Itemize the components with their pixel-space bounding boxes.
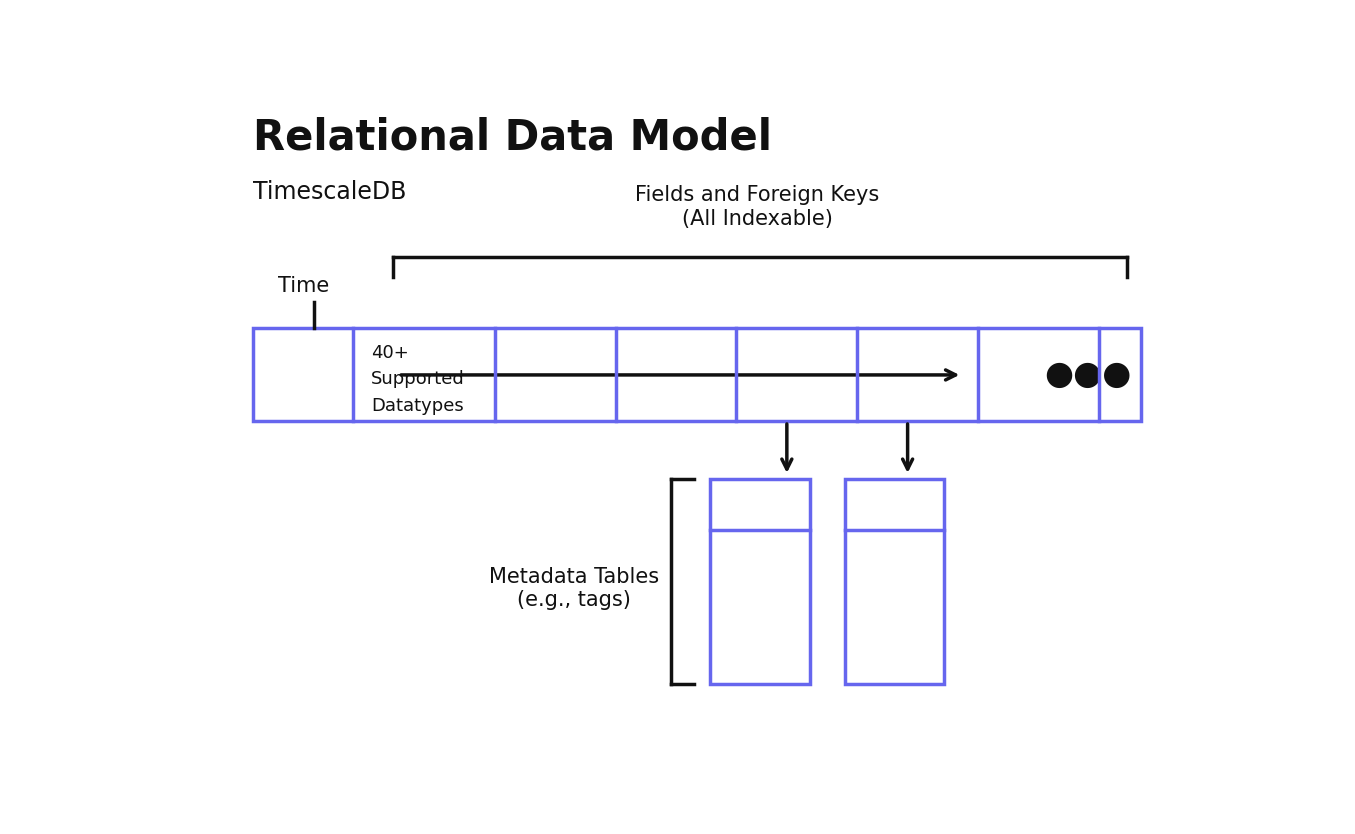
Bar [710,479,810,685]
Text: Relational Data Model: Relational Data Model [253,116,772,158]
Bar [253,328,1141,421]
Text: 40+
Supported
Datatypes: 40+ Supported Datatypes [371,344,465,414]
Text: ●●●: ●●● [1045,359,1131,391]
Text: Time: Time [278,276,329,296]
Text: Metadata Tables
(e.g., tags): Metadata Tables (e.g., tags) [489,566,659,610]
Text: TimescaleDB: TimescaleDB [253,180,406,204]
Bar [844,479,944,685]
Text: Fields and Foreign Keys
(All Indexable): Fields and Foreign Keys (All Indexable) [635,185,879,229]
